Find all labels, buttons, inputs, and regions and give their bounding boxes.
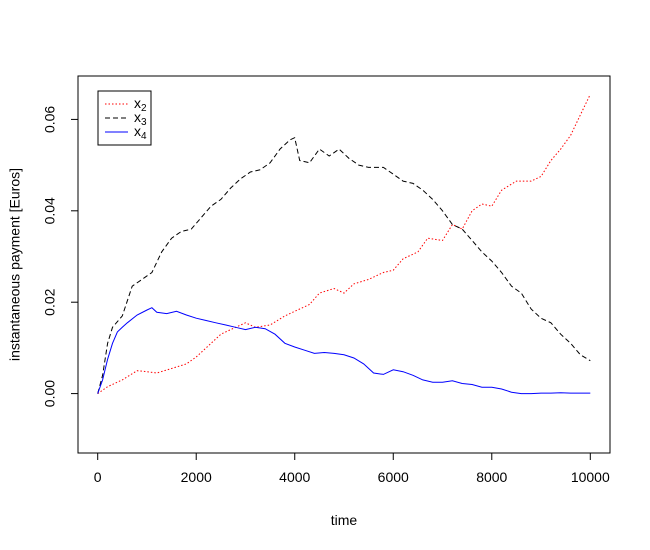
series-line-x2 <box>97 94 591 395</box>
y-tick-label: 0.04 <box>42 197 58 224</box>
series-layer <box>97 94 591 395</box>
x-tick-label: 10000 <box>571 469 610 485</box>
x-tick-label: 4000 <box>279 469 310 485</box>
series-line-x3 <box>97 136 591 394</box>
legend-label: x3 <box>134 109 147 128</box>
plot-frame <box>77 75 611 454</box>
x-tick-label: 8000 <box>476 469 507 485</box>
series-line-x4 <box>97 307 591 395</box>
legend-label: x2 <box>134 95 147 114</box>
plot-box <box>77 75 611 454</box>
x-tick-label: 6000 <box>378 469 409 485</box>
legend-label: x4 <box>134 123 147 142</box>
y-tick-label: 0.02 <box>42 288 58 315</box>
x-axis: 0 2000 4000 6000 8000 10000 <box>94 453 610 485</box>
x-tick-label: 0 <box>94 469 102 485</box>
x-tick-label: 2000 <box>181 469 212 485</box>
y-axis-title: instantaneous payment [Euros] <box>7 168 23 361</box>
y-tick-label: 0.00 <box>42 380 58 407</box>
x-axis-title: time <box>331 512 358 528</box>
y-tick-label: 0.06 <box>42 106 58 133</box>
y-axis: 0.00 0.02 0.04 0.06 <box>42 106 78 407</box>
